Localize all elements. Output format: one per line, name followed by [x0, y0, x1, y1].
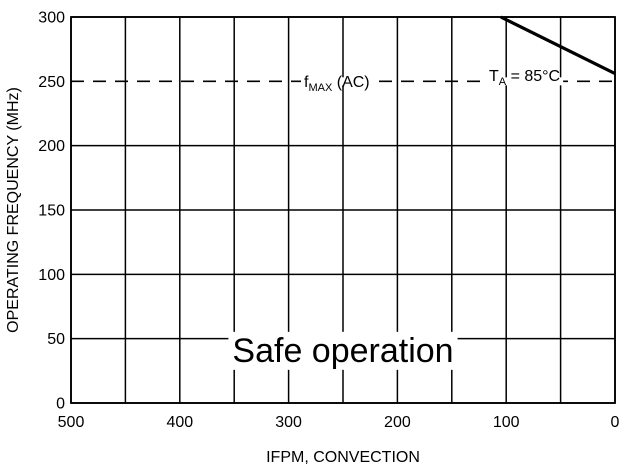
region-label: Safe operation: [232, 332, 453, 370]
y-tick-label: 250: [38, 74, 65, 91]
ta-main: T: [489, 68, 499, 85]
y-tick-label: 100: [38, 267, 65, 284]
y-tick-label: 150: [38, 203, 65, 220]
x-tick-label: 400: [166, 414, 193, 431]
y-tick-label: 0: [56, 396, 65, 413]
y-axis-label: OPERATING FREQUENCY (MHz): [5, 87, 22, 333]
x-tick-label: 300: [275, 414, 302, 431]
fmax-main: f: [304, 74, 309, 91]
ta-label-background: [486, 77, 564, 86]
x-tick-labels: 500 400 300 200 100 0: [58, 414, 620, 431]
fmax-suffix: (AC): [332, 74, 369, 91]
y-tick-label: 50: [47, 331, 65, 348]
x-tick-label: 100: [493, 414, 520, 431]
ta-annotation: TA = 85°C: [489, 68, 560, 88]
ta-85c-line: [500, 15, 616, 76]
x-tick-label: 0: [611, 414, 620, 431]
series-lines: [500, 15, 616, 76]
region-label-background: [228, 331, 458, 370]
ta-sub: A: [499, 76, 507, 88]
y-tick-label: 200: [38, 138, 65, 155]
x-tick-label: 500: [58, 414, 85, 431]
y-tick-labels: 0 50 100 150 200 250 300: [38, 10, 65, 413]
fmax-annotation: fMAX (AC): [304, 74, 370, 94]
plot-frame: [70, 16, 616, 404]
ta-suffix: = 85°C: [506, 68, 560, 85]
x-tick-label: 200: [384, 414, 411, 431]
fmax-sub: MAX: [308, 82, 333, 94]
fmax-label-background: [301, 77, 373, 86]
x-axis-label: IFPM, CONVECTION: [266, 449, 420, 466]
y-tick-label: 300: [38, 10, 65, 27]
